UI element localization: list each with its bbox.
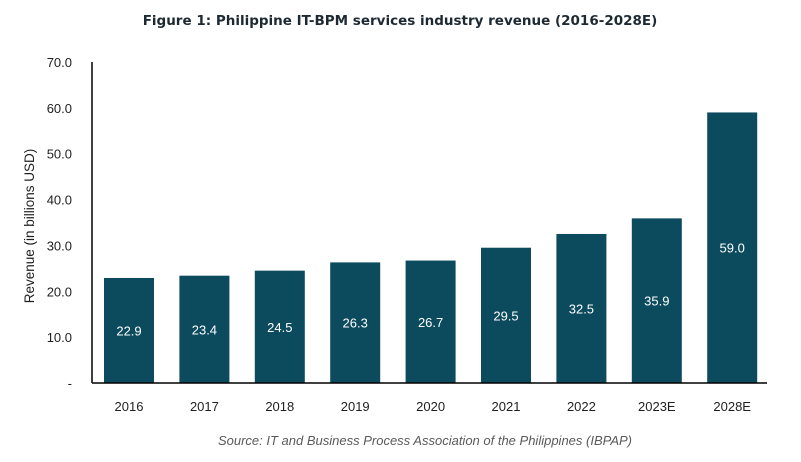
x-tick-label: 2017 bbox=[190, 399, 219, 414]
bar bbox=[556, 233, 607, 383]
x-tick-label: 2023E bbox=[638, 399, 676, 414]
bar-data-label: 35.9 bbox=[644, 294, 669, 309]
x-tick-label: 2022 bbox=[567, 399, 596, 414]
y-tick-label: 70.0 bbox=[47, 55, 72, 70]
bar-data-label: 23.4 bbox=[192, 322, 217, 337]
y-axis-label: Revenue (in billions USD) bbox=[22, 149, 37, 304]
chart-title: Figure 1: Philippine IT-BPM services ind… bbox=[143, 13, 658, 29]
x-tick-label: 2018 bbox=[265, 399, 294, 414]
bar bbox=[179, 275, 230, 383]
bar-series: 22.9 23.4 24.5 26.3 26.7 29.5 32.5 35.9 59.0 bbox=[104, 112, 758, 383]
y-tick-label: - bbox=[68, 376, 72, 391]
bar-data-label: 26.7 bbox=[418, 315, 443, 330]
bar bbox=[254, 270, 305, 383]
y-tick-label: 30.0 bbox=[47, 238, 72, 253]
bar bbox=[631, 218, 682, 383]
bar bbox=[330, 262, 381, 383]
x-tick-label: 2021 bbox=[492, 399, 521, 414]
y-tick-label: 50.0 bbox=[47, 147, 72, 162]
x-tick-label: 2019 bbox=[341, 399, 370, 414]
x-tick-label: 2028E bbox=[713, 399, 751, 414]
y-tick-label: 10.0 bbox=[47, 330, 72, 345]
x-tick-label: 2020 bbox=[416, 399, 445, 414]
bar-data-label: 26.3 bbox=[343, 316, 368, 331]
chart-source-note: Source: IT and Business Process Associat… bbox=[218, 433, 632, 448]
y-tick-label: 40.0 bbox=[47, 193, 72, 208]
x-tick-label: 2016 bbox=[115, 399, 144, 414]
y-tick-label: 60.0 bbox=[47, 101, 72, 116]
bar bbox=[707, 112, 758, 383]
bar-data-label: 32.5 bbox=[569, 301, 594, 316]
y-axis-ticks: - 10.0 20.0 30.0 40.0 50.0 60.0 70.0 bbox=[47, 55, 72, 391]
bar bbox=[481, 247, 531, 383]
y-tick-label: 20.0 bbox=[47, 284, 72, 299]
bar-data-label: 22.9 bbox=[116, 323, 141, 338]
bar bbox=[405, 260, 456, 383]
bar bbox=[104, 277, 154, 383]
x-axis-ticks: 2016 2017 2018 2019 2020 2021 2022 2023E 2028E bbox=[115, 399, 752, 414]
bar-data-label: 29.5 bbox=[493, 308, 518, 323]
bar-data-label: 24.5 bbox=[267, 320, 292, 335]
bar-data-label: 59.0 bbox=[720, 241, 745, 256]
